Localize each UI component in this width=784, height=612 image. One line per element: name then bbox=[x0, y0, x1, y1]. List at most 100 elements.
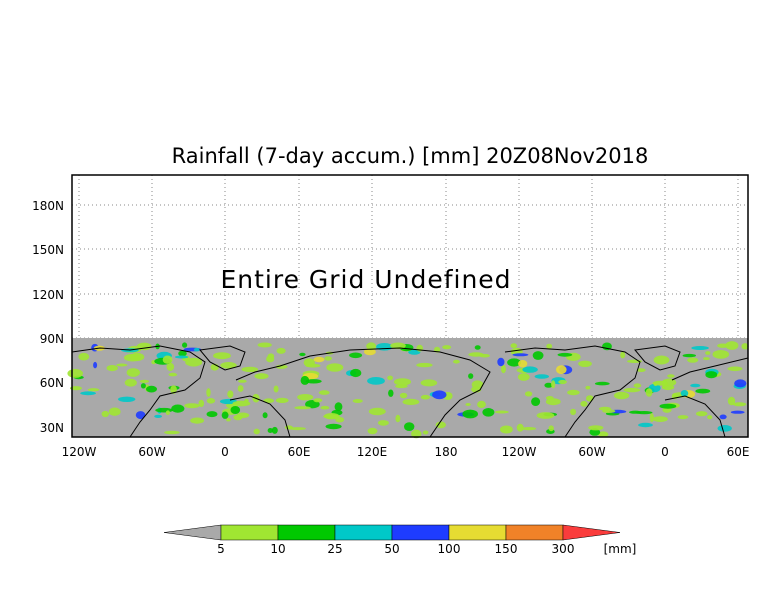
rainfall-patch bbox=[695, 388, 711, 394]
rainfall-patch bbox=[124, 378, 137, 387]
rainfall-patch bbox=[594, 381, 610, 386]
rainfall-patch bbox=[512, 353, 529, 357]
rainfall-patch bbox=[411, 429, 422, 439]
rainfall-patch bbox=[652, 416, 668, 422]
rainfall-patch bbox=[741, 343, 749, 350]
rainfall-patch bbox=[680, 390, 689, 397]
rainfall-patch bbox=[580, 400, 588, 407]
rainfall-patch bbox=[432, 390, 447, 400]
rainfall-patch bbox=[545, 396, 554, 400]
rainfall-patch bbox=[182, 342, 188, 348]
rainfall-patch bbox=[313, 398, 323, 403]
colorbar-segment bbox=[220, 524, 279, 541]
rainfall-patch bbox=[198, 399, 205, 407]
rainfall-patch bbox=[734, 379, 747, 388]
rainfall-patch bbox=[162, 355, 173, 364]
rainfall-patch bbox=[557, 352, 573, 357]
rainfall-patch bbox=[174, 355, 189, 359]
rainfall-patch bbox=[705, 351, 711, 355]
rainfall-patch bbox=[206, 388, 211, 397]
rainfall-patch bbox=[126, 368, 140, 377]
rainfall-patch bbox=[402, 398, 420, 405]
rainfall-patch bbox=[468, 352, 484, 357]
colorbar-label: 5 bbox=[217, 542, 225, 556]
rainfall-patch bbox=[118, 396, 136, 402]
colorbar-label: 50 bbox=[384, 542, 399, 556]
rainfall-patch bbox=[558, 379, 567, 385]
lon-tick-label: 60W bbox=[578, 445, 605, 459]
rainfall-patch bbox=[303, 358, 315, 367]
rainfall-patch bbox=[253, 428, 260, 435]
rainfall-patch bbox=[184, 403, 200, 409]
colorbar-high-triangle bbox=[562, 524, 621, 541]
coastline-africa-repeat bbox=[664, 395, 726, 438]
rainfall-patch bbox=[366, 342, 377, 351]
rainfall-patch bbox=[257, 342, 272, 348]
colorbar-segment bbox=[505, 524, 564, 541]
rainfall-patch bbox=[178, 350, 187, 357]
rainfall-patch bbox=[318, 390, 330, 395]
rainfall-patch bbox=[206, 398, 216, 404]
rainfall-patch bbox=[453, 359, 460, 364]
rainfall-patch bbox=[326, 363, 344, 372]
rainfall-patch bbox=[408, 349, 421, 355]
rainfall-patch bbox=[171, 404, 185, 413]
rainfall-patch bbox=[106, 365, 118, 372]
rainfall-patch bbox=[116, 363, 128, 367]
lon-tick-label: 0 bbox=[661, 445, 669, 459]
rainfall-patch bbox=[482, 408, 495, 417]
colorbar-unit: [mm] bbox=[604, 542, 637, 556]
rainfall-patch bbox=[727, 396, 736, 406]
rainfall-patch bbox=[510, 343, 518, 349]
rainfall-patch bbox=[717, 425, 732, 432]
rainfall-patch bbox=[220, 362, 237, 369]
coastline-greenland-repeat bbox=[634, 345, 681, 371]
rainfall-patch bbox=[667, 374, 675, 378]
rainfall-patch bbox=[518, 360, 528, 368]
lon-tick-label: 180 bbox=[435, 445, 458, 459]
rainfall-patch bbox=[232, 400, 251, 407]
rainfall-patch bbox=[221, 411, 229, 419]
rainfall-patch bbox=[442, 345, 452, 350]
rainfall-patch bbox=[687, 357, 699, 363]
lat-tick-label: 150N bbox=[32, 243, 64, 257]
rainfall-patch bbox=[129, 352, 145, 362]
map-title: Rainfall (7-day accum.) [mm] 20Z08Nov201… bbox=[172, 144, 649, 168]
lat-tick-label: 120N bbox=[32, 288, 64, 302]
rainfall-patch bbox=[578, 360, 592, 367]
rainfall-patch bbox=[168, 372, 178, 377]
colorbar-label: 150 bbox=[495, 542, 518, 556]
rainfall-patch bbox=[719, 414, 727, 420]
colorbar-label: 100 bbox=[438, 542, 461, 556]
rainfall-patch bbox=[93, 361, 98, 369]
rainfall-patch bbox=[570, 408, 577, 416]
rainfall-patch bbox=[404, 422, 415, 431]
rainfall-patch bbox=[727, 366, 743, 372]
rainfall-patch bbox=[420, 394, 430, 400]
rainfall-patch bbox=[275, 364, 288, 369]
rainfall-patch bbox=[325, 423, 342, 430]
rainfall-patch bbox=[468, 373, 474, 379]
rainfall-patch bbox=[305, 379, 322, 384]
rainfall-patch bbox=[416, 362, 433, 368]
rainfall-patch bbox=[388, 389, 394, 397]
rainfall-patch bbox=[677, 415, 689, 420]
rainfall-patch bbox=[602, 409, 616, 414]
rainfall-patch bbox=[227, 390, 234, 399]
lon-tick-label: 60E bbox=[727, 445, 750, 459]
rainfall-patch bbox=[690, 383, 701, 388]
rainfall-patch bbox=[707, 415, 713, 420]
colorbar-label: 10 bbox=[270, 542, 285, 556]
rainfall-patch bbox=[474, 345, 481, 350]
lat-tick-label: 30N bbox=[40, 421, 64, 435]
rainfall-patch bbox=[585, 385, 591, 390]
rainfall-patch bbox=[534, 374, 549, 379]
rainfall-patch bbox=[335, 416, 345, 423]
rainfall-patch bbox=[190, 417, 205, 424]
rainfall-patch bbox=[399, 392, 408, 399]
latitude-labels: 30N 60N 90N 120N 150N 180N bbox=[32, 199, 64, 435]
rainfall-patch bbox=[653, 381, 658, 386]
rainfall-patch bbox=[185, 357, 203, 367]
rainfall-patch bbox=[288, 427, 306, 431]
